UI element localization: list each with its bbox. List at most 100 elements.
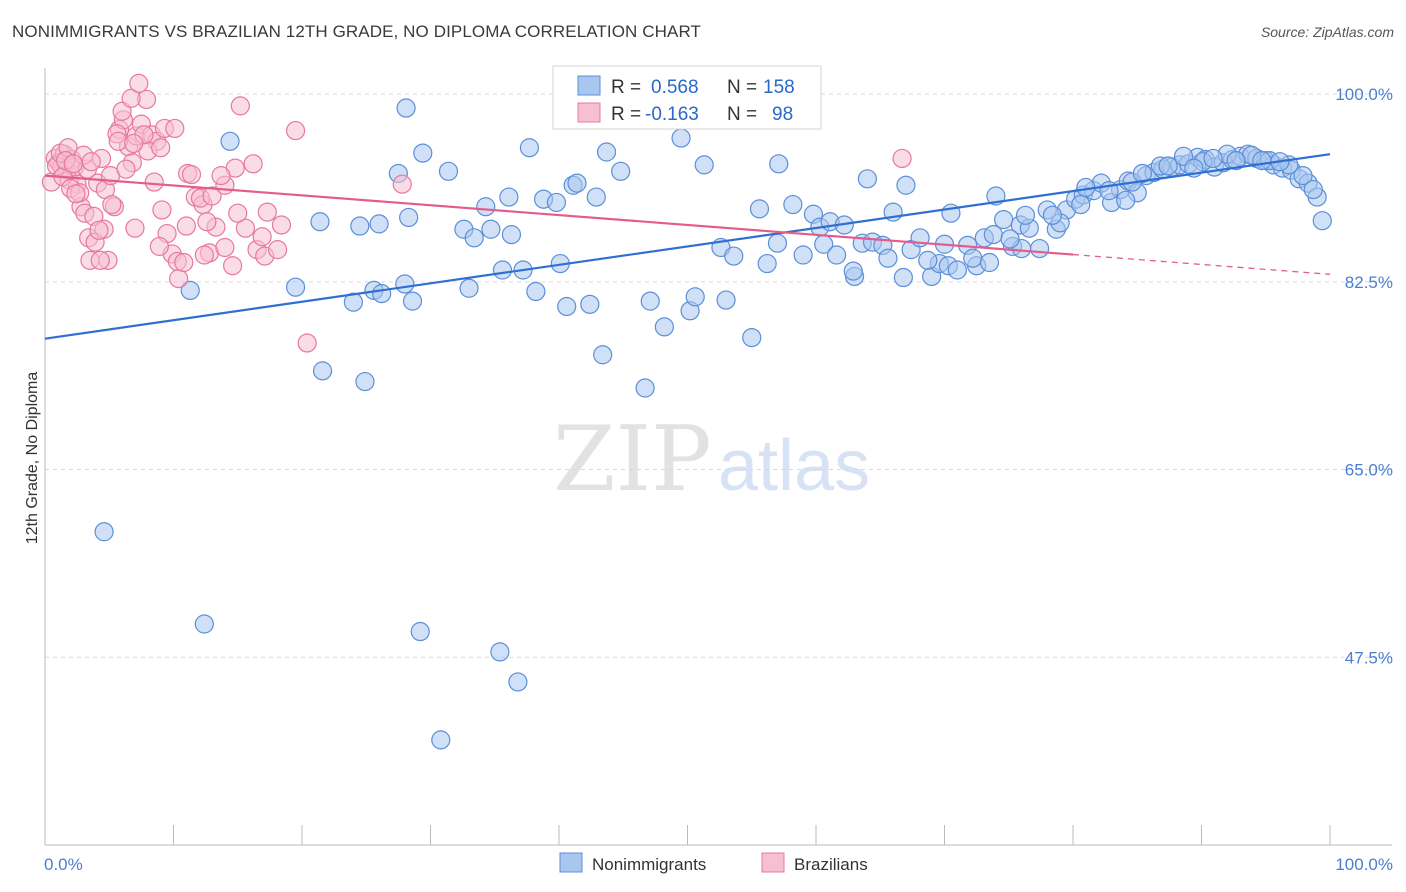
point-nonimmigrants (724, 246, 744, 266)
point-nonimmigrants (312, 361, 333, 381)
point-nonimmigrants (994, 210, 1014, 230)
point-nonimmigrants (1203, 148, 1223, 169)
stats-n-value-1: 158 (763, 77, 795, 98)
point-nonimmigrants (194, 614, 214, 634)
point-nonimmigrants (767, 233, 788, 253)
point-nonimmigrants (519, 138, 540, 158)
point-brazilians (285, 120, 306, 141)
point-nonimmigrants (586, 187, 606, 207)
point-brazilians (243, 154, 263, 174)
point-nonimmigrants (396, 98, 416, 118)
point-brazilians (297, 333, 317, 353)
point-nonimmigrants (843, 261, 863, 281)
x-axis-ticks (44, 825, 1331, 845)
point-nonimmigrants (94, 522, 114, 542)
point-nonimmigrants (499, 187, 519, 207)
point-brazilians (151, 138, 171, 158)
point-nonimmigrants (490, 642, 510, 662)
point-nonimmigrants (878, 248, 898, 268)
point-nonimmigrants (481, 219, 501, 239)
y-tick-label: 100.0% (1335, 85, 1393, 104)
point-nonimmigrants (640, 291, 660, 311)
point-nonimmigrants (526, 281, 546, 302)
stats-n-label-1: N = (727, 77, 757, 98)
point-brazilians (66, 184, 86, 204)
point-nonimmigrants (783, 194, 803, 215)
point-brazilians (271, 215, 292, 235)
point-nonimmigrants (1029, 238, 1050, 259)
point-nonimmigrants (355, 371, 375, 392)
point-brazilians (223, 256, 243, 276)
chart-title: NONIMMIGRANTS VS BRAZILIAN 12TH GRADE, N… (12, 22, 702, 41)
point-nonimmigrants (508, 672, 528, 692)
point-brazilians (121, 88, 141, 108)
point-brazilians (90, 250, 110, 270)
point-nonimmigrants (694, 155, 714, 175)
point-nonimmigrants (1132, 163, 1152, 184)
point-nonimmigrants (685, 287, 705, 307)
point-nonimmigrants (757, 253, 777, 274)
point-brazilians (228, 203, 248, 223)
legend-label-brazilians: Brazilians (794, 855, 868, 874)
point-nonimmigrants (1158, 156, 1178, 176)
point-nonimmigrants (1293, 166, 1313, 186)
point-nonimmigrants (896, 175, 916, 195)
point-nonimmigrants (654, 317, 674, 337)
point-nonimmigrants (413, 143, 433, 163)
point-nonimmigrants (431, 730, 451, 750)
point-brazilians (235, 218, 256, 238)
point-brazilians (102, 194, 122, 215)
trend-lines (44, 153, 1331, 340)
point-brazilians (197, 212, 217, 232)
y-tick-labels: 100.0% 82.5% 65.0% 47.5% (1335, 85, 1393, 667)
y-tick-label: 47.5% (1345, 648, 1393, 667)
point-nonimmigrants (671, 128, 691, 148)
point-nonimmigrants (793, 245, 813, 265)
legend-swatch-brazilians (761, 852, 785, 873)
point-brazilians (176, 216, 196, 236)
point-nonimmigrants (1252, 151, 1272, 171)
point-nonimmigrants (593, 345, 613, 365)
point-nonimmigrants (918, 250, 938, 270)
y-tick-label: 65.0% (1345, 461, 1393, 480)
point-nonimmigrants (1071, 194, 1091, 215)
source-label: Source: ZipAtlas.com (1260, 24, 1394, 40)
point-nonimmigrants (343, 292, 363, 312)
point-brazilians (63, 154, 83, 174)
point-nonimmigrants (1015, 205, 1036, 225)
point-nonimmigrants (399, 207, 419, 228)
point-nonimmigrants (459, 278, 479, 298)
point-nonimmigrants (1303, 179, 1323, 200)
y-axis-title: 12th Grade, No Diploma (24, 372, 41, 545)
point-brazilians (89, 220, 109, 240)
point-brazilians (181, 164, 202, 185)
point-nonimmigrants (716, 290, 736, 310)
point-brazilians (194, 245, 214, 265)
point-brazilians (149, 236, 169, 257)
point-brazilians (152, 200, 172, 220)
point-brazilians (81, 152, 101, 172)
stats-r-label-2: R = (611, 104, 641, 125)
point-nonimmigrants (596, 142, 617, 162)
point-nonimmigrants (742, 328, 762, 348)
x-tick-label-right: 100.0% (1335, 855, 1393, 874)
point-nonimmigrants (567, 173, 587, 193)
point-nonimmigrants (180, 280, 200, 300)
point-nonimmigrants (350, 216, 370, 236)
point-nonimmigrants (769, 154, 789, 174)
point-nonimmigrants (580, 294, 600, 314)
point-nonimmigrants (369, 214, 389, 234)
legend-swatch-nonimmigrants (559, 852, 583, 873)
stats-r-label-1: R = (611, 77, 641, 98)
point-nonimmigrants (1000, 229, 1020, 249)
point-brazilians (165, 118, 185, 139)
point-nonimmigrants (220, 131, 240, 151)
stats-r-value-1: 0.568 (651, 77, 699, 98)
point-brazilians (892, 148, 912, 169)
point-nonimmigrants (402, 291, 423, 311)
legend-label-nonimmigrants: Nonimmigrants (592, 855, 706, 874)
stats-swatch-brazilians (577, 102, 601, 123)
point-nonimmigrants (611, 161, 631, 181)
trendline-brazilians (44, 174, 1074, 256)
